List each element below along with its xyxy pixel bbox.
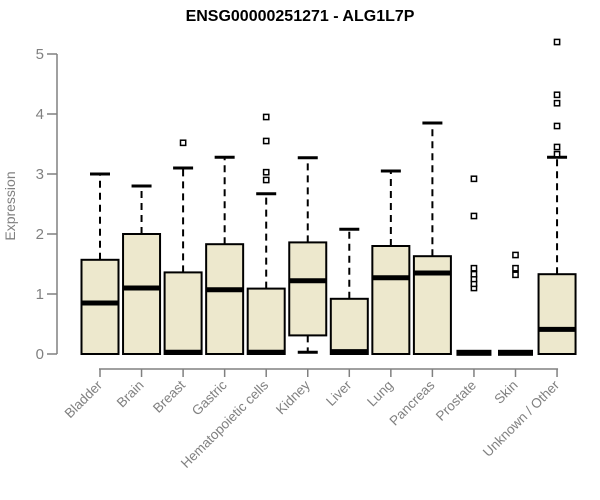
x-tick-label-brain: Brain [114, 378, 147, 411]
x-tick-label-unknown-other: Unknown / Other [480, 377, 563, 460]
outlier-point [179, 139, 187, 147]
box-breast [163, 271, 203, 355]
outlier-point [553, 38, 561, 46]
chart-title: ENSG00000251271 - ALG1L7P [185, 8, 415, 25]
box-kidney [288, 241, 328, 337]
outlier-point [470, 175, 478, 183]
box-liver [329, 297, 369, 355]
outlier-point [470, 270, 478, 278]
x-tick-label-bladder: Bladder [62, 377, 106, 421]
y-tick-label: 0 [36, 346, 44, 363]
outlier-point [512, 271, 519, 279]
outlier-point [470, 212, 478, 220]
y-tick-label: 1 [36, 286, 44, 303]
outlier-point [553, 99, 561, 107]
box-brain [122, 233, 162, 355]
x-tick-label-liver: Liver [323, 377, 355, 409]
y-tick-label: 3 [36, 166, 44, 183]
outlier-point [262, 113, 270, 121]
y-tick-label: 4 [36, 106, 44, 123]
outlier-point [553, 91, 561, 99]
outlier-point [262, 176, 270, 184]
x-tick-label-gastric: Gastric [189, 377, 230, 418]
flat-box-skin [498, 349, 533, 356]
box-bladder [80, 258, 120, 355]
y-axis-title: Expression [2, 171, 18, 241]
box-gastric [205, 243, 245, 355]
outlier-point [553, 150, 561, 158]
box-lung [371, 245, 411, 355]
outlier-point [553, 122, 561, 130]
x-tick-label-kidney: Kidney [273, 377, 313, 417]
box-unknown-other [537, 273, 577, 356]
x-tick-label-pancreas: Pancreas [387, 377, 438, 428]
x-tick-label-lung: Lung [364, 378, 396, 410]
box-hematopoietic-cells [246, 287, 286, 356]
outlier-point [262, 137, 270, 145]
outlier-point [553, 143, 561, 151]
outlier-point [512, 264, 519, 272]
x-tick-label-skin: Skin [491, 378, 520, 407]
y-tick-label: 2 [36, 226, 44, 243]
x-tick-label-breast: Breast [150, 377, 188, 415]
flat-box-prostate [456, 349, 492, 356]
outlier-point [470, 264, 478, 272]
outlier-point [262, 168, 270, 176]
outlier-point [512, 251, 519, 259]
x-tick-label-prostate: Prostate [433, 378, 479, 424]
y-tick-label: 5 [36, 46, 44, 63]
